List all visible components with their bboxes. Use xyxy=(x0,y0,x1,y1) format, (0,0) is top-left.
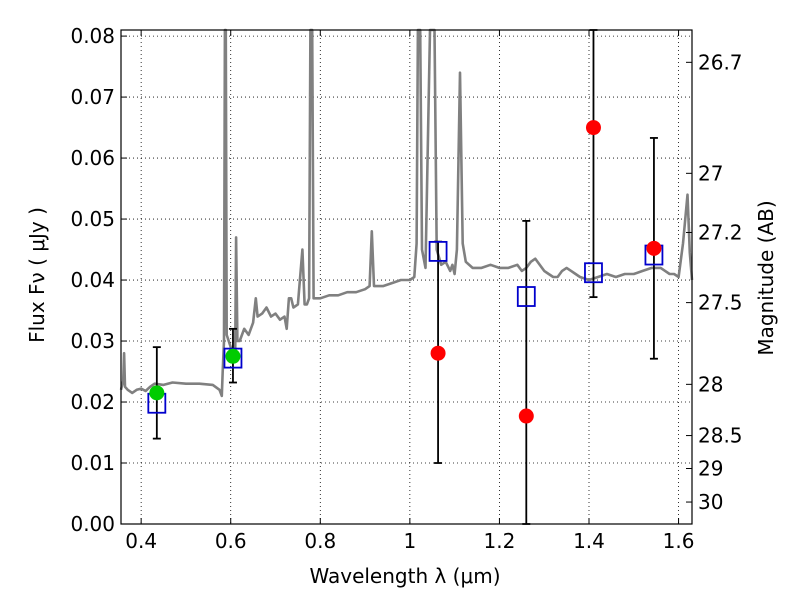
y-tick-label: 0.08 xyxy=(70,24,115,48)
measurement-point xyxy=(646,240,662,256)
right-axis-tick-label: 27.2 xyxy=(698,220,743,244)
y-tick-label: 0.05 xyxy=(70,207,115,231)
right-axis-tick-label: 29 xyxy=(698,457,723,481)
right-axis-label: Magnitude (AB) xyxy=(754,200,778,355)
tick-layer: 0.4 0.6 0.8 1 1.2 1.4 1.6 0.00 0.01 0.02 0.03 0.04 0… xyxy=(70,24,742,553)
x-tick-label: 0.4 xyxy=(125,529,157,553)
y-tick-label: 0.03 xyxy=(70,329,115,353)
measurement-point xyxy=(518,408,534,424)
detection-point xyxy=(149,385,165,401)
marker-layer xyxy=(147,120,664,424)
right-axis-tick-label: 27.5 xyxy=(698,291,743,315)
y-tick-label: 0.02 xyxy=(70,390,115,414)
y-axis-label: Flux Fν ( μJy ) xyxy=(25,207,49,343)
x-tick-label: 1.6 xyxy=(663,529,695,553)
measurement-point xyxy=(585,120,601,136)
x-axis-label: Wavelength λ (μm) xyxy=(309,564,500,588)
y-tick-label: 0.06 xyxy=(70,146,115,170)
model-spectrum-line xyxy=(119,28,694,398)
x-tick-label: 1.4 xyxy=(573,529,605,553)
y-tick-label: 0.07 xyxy=(70,85,115,109)
model-photometry-marker xyxy=(428,240,448,262)
right-axis-tick-label: 30 xyxy=(698,490,723,514)
x-tick-label: 1 xyxy=(403,529,416,553)
x-tick-label: 0.6 xyxy=(215,529,247,553)
spectrum-layer xyxy=(119,28,694,398)
y-tick-label: 0.01 xyxy=(70,451,115,475)
model-photometry-marker xyxy=(584,262,603,284)
detection-point xyxy=(225,348,241,364)
right-axis-tick-label: 28.5 xyxy=(698,424,743,448)
y-tick-label: 0.00 xyxy=(70,512,115,536)
right-axis-tick-label: 28 xyxy=(698,372,723,396)
right-axis-tick-label: 26.7 xyxy=(698,50,743,74)
x-tick-label: 1.2 xyxy=(484,529,516,553)
x-tick-label: 0.8 xyxy=(304,529,336,553)
right-axis-tick-label: 27 xyxy=(698,161,723,185)
grid xyxy=(121,30,692,525)
y-tick-label: 0.04 xyxy=(70,268,115,292)
model-photometry-marker xyxy=(223,347,243,369)
model-photometry-marker xyxy=(516,286,536,307)
plot-frame xyxy=(120,29,693,525)
measurement-point xyxy=(430,345,446,361)
